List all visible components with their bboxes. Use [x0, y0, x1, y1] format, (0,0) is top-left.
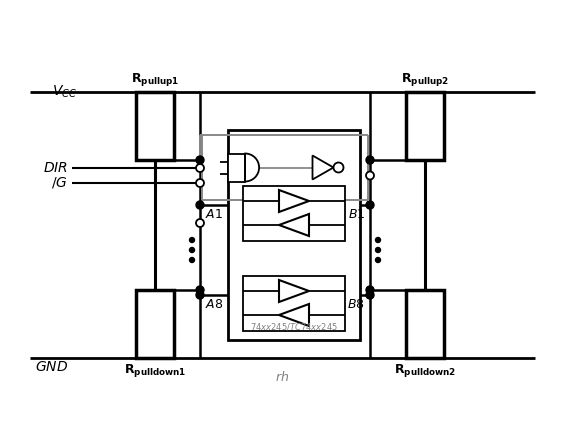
Text: $\mathbf{R_{pulldown1}}$: $\mathbf{R_{pulldown1}}$	[124, 362, 186, 379]
Circle shape	[196, 291, 204, 299]
Circle shape	[376, 247, 380, 252]
Text: $A8$: $A8$	[205, 298, 223, 311]
Text: $GND$: $GND$	[35, 360, 68, 374]
Circle shape	[196, 201, 204, 209]
Text: $\mathbf{R_{pullup1}}$: $\mathbf{R_{pullup1}}$	[131, 71, 179, 88]
Polygon shape	[279, 190, 309, 212]
Text: $DIR$: $DIR$	[43, 161, 68, 175]
Bar	[228, 154, 245, 181]
Circle shape	[376, 238, 380, 243]
Text: $B8$: $B8$	[347, 298, 365, 311]
Bar	[243, 186, 345, 241]
Circle shape	[333, 162, 344, 173]
Text: $74xx245/TC74xx245$: $74xx245/TC74xx245$	[250, 321, 338, 332]
Wedge shape	[245, 154, 259, 181]
Circle shape	[196, 164, 204, 172]
Circle shape	[196, 286, 204, 294]
Bar	[136, 92, 174, 160]
Circle shape	[376, 257, 380, 262]
Circle shape	[196, 156, 204, 164]
Circle shape	[196, 219, 204, 227]
Circle shape	[366, 156, 374, 164]
Text: $V_{CC}$: $V_{CC}$	[52, 84, 77, 100]
Polygon shape	[279, 304, 309, 326]
Text: $\mathbf{R_{pulldown2}}$: $\mathbf{R_{pulldown2}}$	[394, 362, 456, 379]
Bar	[228, 130, 360, 340]
Circle shape	[196, 179, 204, 187]
Circle shape	[366, 286, 374, 294]
Bar	[136, 290, 174, 358]
Circle shape	[366, 291, 374, 299]
Text: $B1$: $B1$	[347, 208, 365, 221]
Polygon shape	[312, 155, 333, 179]
Bar	[243, 276, 345, 330]
Circle shape	[366, 201, 374, 209]
Circle shape	[366, 171, 374, 179]
Bar	[406, 290, 444, 358]
Circle shape	[189, 257, 194, 262]
Text: $\mathbf{R_{pullup2}}$: $\mathbf{R_{pullup2}}$	[401, 71, 449, 88]
Text: $/G$: $/G$	[51, 176, 68, 190]
Bar	[406, 92, 444, 160]
Circle shape	[189, 247, 194, 252]
Circle shape	[189, 238, 194, 243]
Polygon shape	[279, 214, 309, 236]
Text: $rh$: $rh$	[275, 370, 290, 384]
Polygon shape	[279, 280, 309, 302]
Text: $A1$: $A1$	[205, 208, 223, 221]
